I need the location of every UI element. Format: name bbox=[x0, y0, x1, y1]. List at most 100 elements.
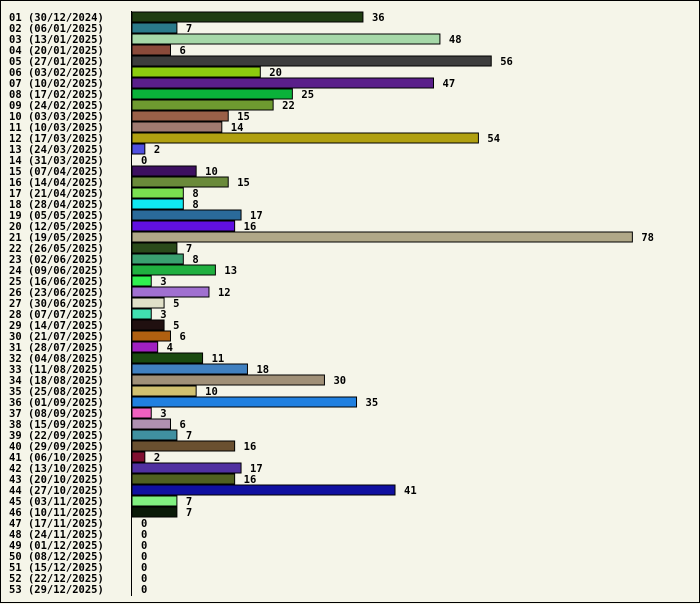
value-label: 0 bbox=[141, 540, 147, 552]
category-label: 23 (02/06/2025) bbox=[9, 254, 104, 266]
category-label: 39 (22/09/2025) bbox=[9, 430, 104, 442]
category-label: 14 (31/03/2025) bbox=[9, 155, 104, 167]
category-label: 36 (01/09/2025) bbox=[9, 397, 104, 409]
category-label: 04 (20/01/2025) bbox=[9, 45, 104, 57]
category-label: 46 (10/11/2025) bbox=[9, 507, 104, 519]
bar bbox=[131, 22, 178, 34]
category-label: 25 (16/06/2025) bbox=[9, 276, 104, 288]
value-label: 0 bbox=[141, 562, 147, 574]
value-label: 11 bbox=[212, 353, 225, 365]
value-label: 4 bbox=[167, 342, 173, 354]
value-label: 6 bbox=[179, 419, 185, 431]
bar bbox=[131, 110, 229, 122]
category-label: 33 (11/08/2025) bbox=[9, 364, 104, 376]
bar bbox=[131, 407, 152, 419]
value-label: 14 bbox=[231, 122, 244, 134]
value-label: 15 bbox=[237, 111, 250, 123]
value-label: 48 bbox=[449, 34, 462, 46]
bar bbox=[131, 220, 236, 232]
bar bbox=[131, 77, 435, 89]
value-label: 16 bbox=[244, 474, 257, 486]
value-label: 47 bbox=[443, 78, 456, 90]
bar bbox=[131, 132, 479, 144]
category-label: 41 (06/10/2025) bbox=[9, 452, 104, 464]
category-label: 10 (03/03/2025) bbox=[9, 111, 104, 123]
bar bbox=[131, 198, 184, 210]
bar bbox=[131, 253, 184, 265]
value-label: 10 bbox=[205, 386, 218, 398]
category-label: 17 (21/04/2025) bbox=[9, 188, 104, 200]
value-label: 5 bbox=[173, 298, 179, 310]
category-label: 38 (15/09/2025) bbox=[9, 419, 104, 431]
category-label: 26 (23/06/2025) bbox=[9, 287, 104, 299]
bar bbox=[131, 176, 229, 188]
value-label: 25 bbox=[301, 89, 314, 101]
category-label: 01 (30/12/2024) bbox=[9, 12, 104, 24]
bar bbox=[131, 187, 184, 199]
bar bbox=[131, 11, 364, 23]
value-label: 2 bbox=[154, 144, 160, 156]
bar bbox=[131, 330, 171, 342]
category-label: 45 (03/11/2025) bbox=[9, 496, 104, 508]
category-label: 47 (17/11/2025) bbox=[9, 518, 104, 530]
value-label: 2 bbox=[154, 452, 160, 464]
bar bbox=[131, 418, 171, 430]
bar bbox=[131, 88, 293, 100]
value-label: 16 bbox=[244, 221, 257, 233]
bar bbox=[131, 66, 261, 78]
category-label: 12 (17/03/2025) bbox=[9, 133, 104, 145]
category-label: 03 (13/01/2025) bbox=[9, 34, 104, 46]
value-label: 3 bbox=[160, 309, 166, 321]
value-label: 8 bbox=[192, 254, 198, 266]
category-label: 15 (07/04/2025) bbox=[9, 166, 104, 178]
bar bbox=[131, 352, 204, 364]
value-label: 0 bbox=[141, 155, 147, 167]
category-label: 20 (12/05/2025) bbox=[9, 221, 104, 233]
value-label: 56 bbox=[500, 56, 513, 68]
category-label: 11 (10/03/2025) bbox=[9, 122, 104, 134]
value-label: 3 bbox=[160, 276, 166, 288]
value-label: 78 bbox=[641, 232, 654, 244]
category-label: 53 (29/12/2025) bbox=[9, 584, 104, 596]
category-label: 16 (14/04/2025) bbox=[9, 177, 104, 189]
value-label: 6 bbox=[179, 45, 185, 57]
value-label: 7 bbox=[186, 243, 192, 255]
value-label: 20 bbox=[269, 67, 282, 79]
bar bbox=[131, 209, 242, 221]
bar bbox=[131, 44, 171, 56]
value-label: 7 bbox=[186, 430, 192, 442]
value-label: 5 bbox=[173, 320, 179, 332]
bar bbox=[131, 374, 325, 386]
bar bbox=[131, 385, 197, 397]
category-label: 49 (01/12/2025) bbox=[9, 540, 104, 552]
bar bbox=[131, 495, 178, 507]
category-label: 19 (05/05/2025) bbox=[9, 210, 104, 222]
value-label: 35 bbox=[366, 397, 379, 409]
bar bbox=[131, 396, 358, 408]
category-label: 44 (27/10/2025) bbox=[9, 485, 104, 497]
bar bbox=[131, 473, 236, 485]
value-label: 36 bbox=[372, 12, 385, 24]
bar bbox=[131, 440, 236, 452]
category-label: 32 (04/08/2025) bbox=[9, 353, 104, 365]
bar bbox=[131, 506, 178, 518]
category-label: 37 (08/09/2025) bbox=[9, 408, 104, 420]
bar bbox=[131, 143, 146, 155]
category-label: 05 (27/01/2025) bbox=[9, 56, 104, 68]
category-label: 48 (24/11/2025) bbox=[9, 529, 104, 541]
category-label: 08 (17/02/2025) bbox=[9, 89, 104, 101]
bar bbox=[131, 242, 178, 254]
category-label: 34 (18/08/2025) bbox=[9, 375, 104, 387]
value-label: 17 bbox=[250, 210, 263, 222]
value-label: 12 bbox=[218, 287, 231, 299]
value-label: 15 bbox=[237, 177, 250, 189]
value-label: 0 bbox=[141, 518, 147, 530]
bar bbox=[131, 286, 210, 298]
bar bbox=[131, 264, 216, 276]
value-label: 22 bbox=[282, 100, 295, 112]
value-label: 10 bbox=[205, 166, 218, 178]
value-label: 3 bbox=[160, 408, 166, 420]
value-label: 8 bbox=[192, 188, 198, 200]
value-label: 17 bbox=[250, 463, 263, 475]
